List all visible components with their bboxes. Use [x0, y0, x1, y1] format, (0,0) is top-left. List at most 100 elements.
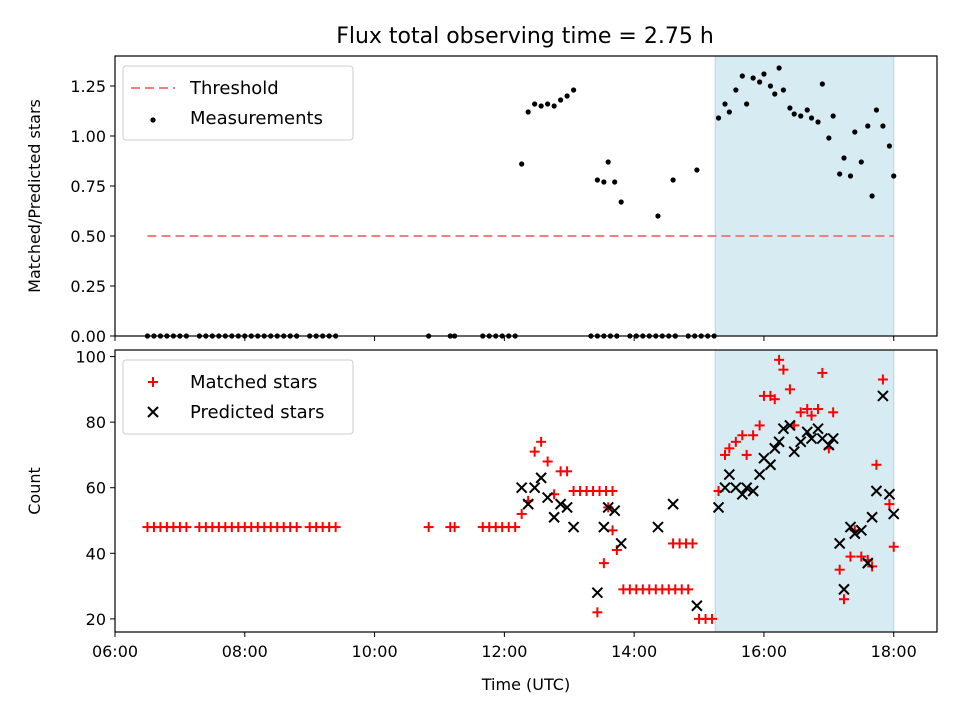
- matched-star-point: [598, 558, 609, 569]
- matched-star-point: [795, 407, 806, 418]
- matched-star-point: [845, 551, 856, 562]
- measurement-point: [869, 193, 875, 199]
- predicted-star-point: [740, 482, 753, 494]
- predicted-star-point: [736, 488, 749, 500]
- predicted-star-point: [844, 521, 857, 533]
- x-b: [667, 498, 679, 510]
- measurement-point: [826, 135, 832, 141]
- matched-star-point: [741, 449, 752, 460]
- measurement-point: [525, 109, 531, 115]
- matched-star-point: [730, 436, 741, 447]
- matched-star-point: [687, 538, 698, 549]
- matched-star-point: [828, 407, 839, 418]
- measurement-point: [891, 173, 897, 179]
- matched-star-point: [737, 430, 748, 441]
- legend: Threshold Measurements: [122, 65, 354, 141]
- x-tick-label: 10:00: [352, 642, 398, 661]
- y-tick-label: 20: [86, 610, 106, 629]
- measurement-point: [791, 111, 797, 117]
- measurement-point: [808, 115, 815, 121]
- predicted-star-point: [712, 501, 725, 514]
- matched-star-point: [683, 584, 694, 595]
- measurement-point: [744, 101, 750, 107]
- predicted-star-point: [598, 521, 610, 533]
- x-b: [838, 583, 850, 596]
- x-b: [591, 586, 604, 599]
- measurement-point: [858, 159, 864, 165]
- matched-star-point: [754, 420, 765, 431]
- matched-star-point: [888, 541, 899, 552]
- x-b: [769, 442, 781, 455]
- predicted-star-point: [522, 498, 534, 510]
- measurement-point: [873, 107, 880, 113]
- predicted-star-point: [719, 482, 731, 494]
- x-b: [567, 521, 580, 533]
- matched-star-point: [562, 466, 573, 477]
- x-b: [602, 501, 614, 514]
- matched-star-point: [330, 522, 341, 533]
- measurement-point: [733, 87, 739, 93]
- x-b: [598, 521, 610, 533]
- x-b: [528, 482, 541, 494]
- x-b: [805, 432, 818, 445]
- x-b: [855, 524, 867, 537]
- x-b: [823, 439, 835, 451]
- measurement-point: [804, 107, 810, 113]
- measurement-point: [722, 101, 728, 107]
- x-b: [615, 537, 627, 550]
- predicted-star-point: [805, 432, 818, 445]
- y-tick-label: 0.75: [70, 177, 106, 196]
- legend-label: Predicted stars: [190, 402, 324, 423]
- measurement-point: [618, 199, 624, 205]
- matched-star-point: [877, 374, 888, 385]
- y-axis-title: Count: [25, 467, 44, 515]
- predicted-star-point: [753, 468, 766, 481]
- measurement-point: [519, 161, 525, 167]
- x-b: [541, 491, 554, 504]
- matched-star-point: [449, 522, 460, 533]
- predicted-star-point: [888, 508, 900, 520]
- matched-star-point: [802, 404, 813, 415]
- predicted-star-point: [855, 524, 867, 537]
- axes-frame: [114, 55, 938, 337]
- matched-star-point: [720, 449, 731, 460]
- predicted-star-point: [723, 468, 736, 481]
- chart-title: Flux total observing time = 2.75 h: [336, 24, 714, 49]
- measurement-point: [772, 91, 778, 97]
- predicted-star-point: [535, 472, 547, 484]
- measurement-point: [830, 113, 836, 119]
- predicted-star-point: [883, 488, 896, 500]
- x-b: [712, 501, 725, 514]
- predicted-star-point: [862, 557, 874, 569]
- measurement-point: [847, 173, 854, 179]
- y-tick-label: 60: [86, 479, 106, 498]
- x-b: [833, 537, 846, 550]
- predicted-star-point: [769, 442, 781, 455]
- x-tick-label: 12:00: [481, 642, 527, 661]
- measurement-point: [694, 167, 700, 173]
- matched-star-point: [607, 486, 618, 496]
- matched-star-point: [769, 394, 780, 405]
- x-tick-label: 06:00: [92, 642, 138, 661]
- x-b: [719, 482, 731, 494]
- measurement-point: [601, 179, 607, 185]
- predicted-star-point: [812, 422, 824, 435]
- predicted-star-point: [528, 482, 541, 494]
- y-tick-label: 0.00: [70, 327, 106, 346]
- matched-star-point: [838, 594, 849, 605]
- matched-star-point: [423, 522, 434, 533]
- y-tick-label: 40: [86, 544, 106, 563]
- bottom-panel: 20 40 60 80 100 06:00 08:00 10:00 12:00 14:00 16:0…: [25, 348, 938, 694]
- matched-star-point: [707, 613, 718, 624]
- y-axis-title: Matched/Predicted stars: [25, 99, 44, 293]
- x-b: [522, 498, 534, 510]
- x-b: [877, 390, 889, 402]
- legend-label: Matched stars: [190, 372, 317, 393]
- measurement-point: [865, 123, 871, 129]
- x-b: [723, 468, 736, 481]
- measurement-point: [570, 87, 577, 93]
- x-b: [730, 482, 742, 494]
- matched-star-point: [592, 607, 603, 618]
- measurement-point: [670, 177, 676, 183]
